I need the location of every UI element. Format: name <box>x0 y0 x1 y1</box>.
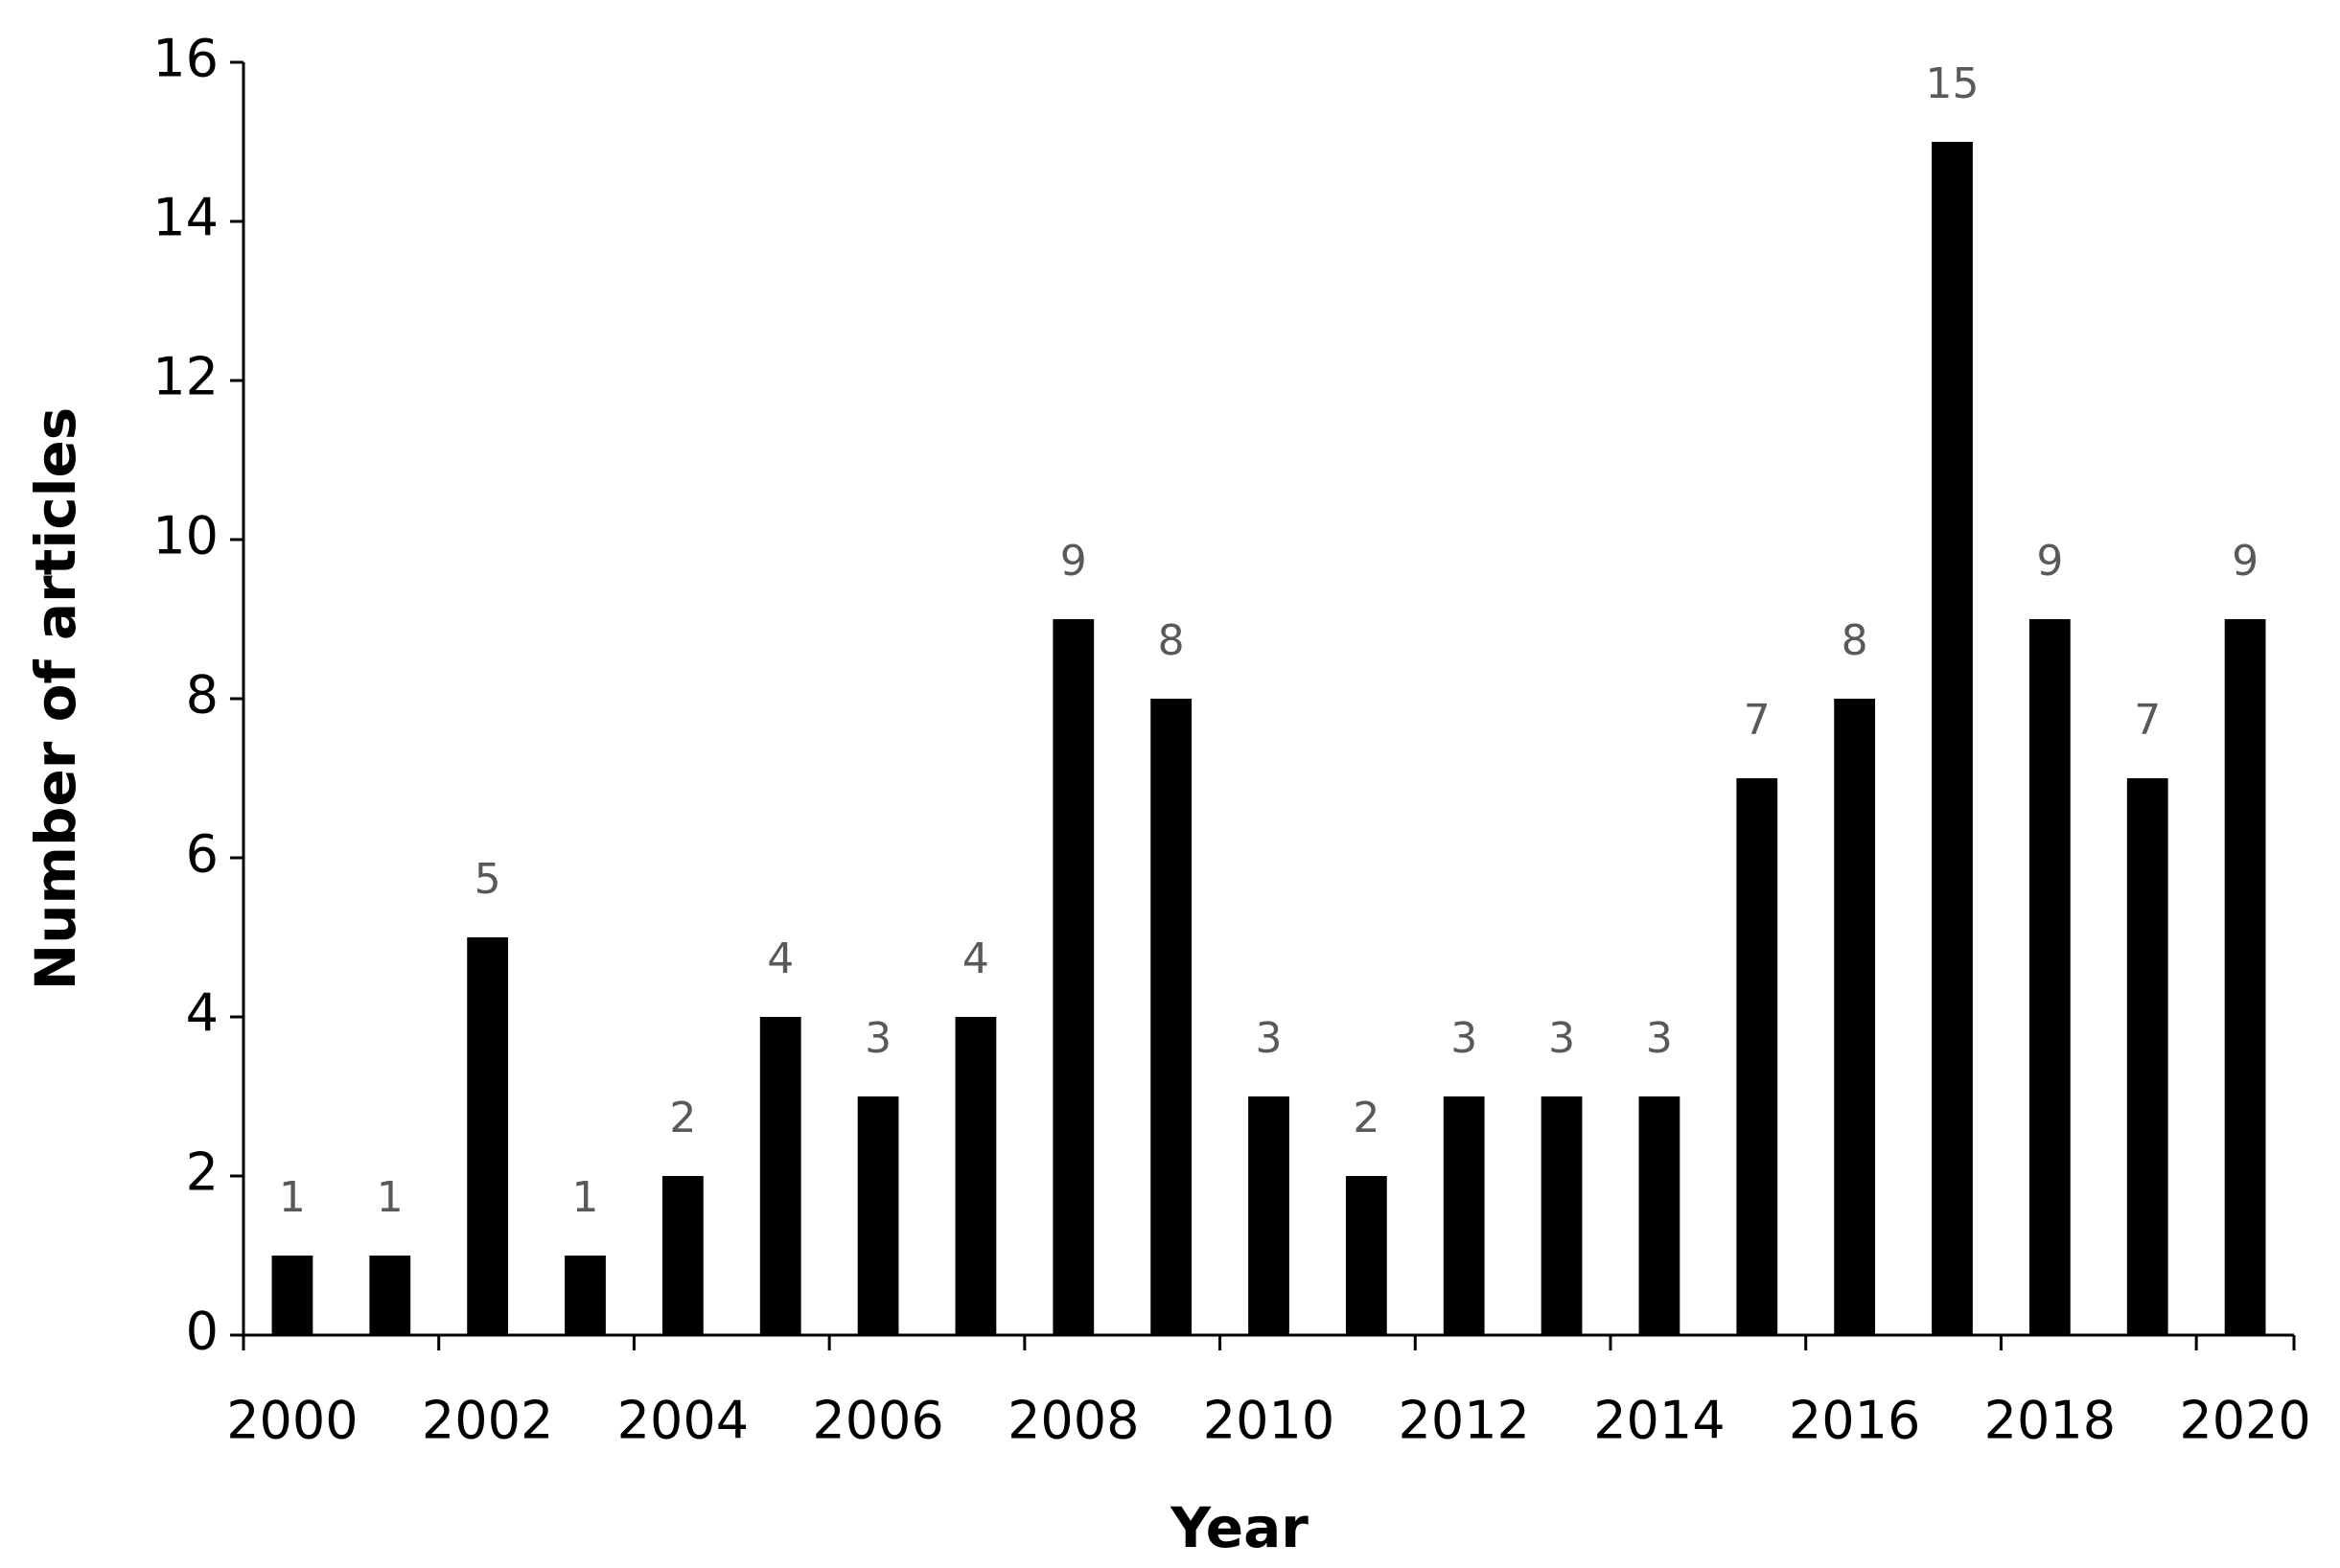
bar <box>2028 619 2071 1335</box>
data-label: 7 <box>2134 696 2161 745</box>
x-tick-label: 2012 <box>1398 1391 1529 1451</box>
bar <box>1053 619 1095 1335</box>
data-label: 4 <box>767 934 794 983</box>
bar <box>1834 699 1876 1335</box>
bar <box>2126 778 2168 1335</box>
x-axis-title: Year <box>1170 1495 1309 1560</box>
data-label: 2 <box>1353 1094 1379 1142</box>
data-label: 9 <box>2036 537 2063 586</box>
bar <box>1638 1096 1680 1335</box>
y-tick-label: 0 <box>186 1302 219 1362</box>
data-label: 2 <box>669 1094 696 1142</box>
bar <box>369 1256 411 1335</box>
data-label: 4 <box>962 934 989 983</box>
bar <box>2224 619 2266 1335</box>
data-label: 8 <box>1158 616 1185 665</box>
bar <box>857 1096 899 1335</box>
data-label: 1 <box>572 1173 599 1222</box>
bar <box>1736 778 1778 1335</box>
data-label: 5 <box>475 855 501 904</box>
x-tick-label: 2016 <box>1789 1391 1920 1451</box>
data-label: 3 <box>1450 1014 1477 1063</box>
data-label: 1 <box>279 1173 306 1222</box>
y-tick-label: 12 <box>152 347 219 407</box>
x-tick-label: 2008 <box>1008 1391 1139 1451</box>
data-label: 8 <box>1842 616 1868 665</box>
bar <box>467 937 509 1335</box>
y-tick-label: 14 <box>152 188 219 248</box>
x-tick-label: 2010 <box>1203 1391 1334 1451</box>
y-tick-label: 16 <box>152 29 219 89</box>
data-label: 3 <box>1646 1014 1673 1063</box>
x-tick-label: 2004 <box>617 1391 749 1451</box>
bar <box>1248 1096 1289 1335</box>
bar <box>1443 1096 1485 1335</box>
x-tick-label: 2000 <box>226 1391 358 1451</box>
data-label: 3 <box>1548 1014 1575 1063</box>
y-tick-label: 10 <box>152 506 219 566</box>
y-axis-title: Number of articles <box>23 407 88 991</box>
data-label: 7 <box>1744 696 1771 745</box>
y-tick-label: 6 <box>186 824 219 885</box>
data-label: 3 <box>865 1014 892 1063</box>
y-tick-label: 8 <box>186 665 219 726</box>
x-tick-label: 2018 <box>1984 1391 2116 1451</box>
bar <box>661 1176 704 1335</box>
x-tick-label: 2006 <box>812 1391 943 1451</box>
data-label: 3 <box>1256 1014 1283 1063</box>
bar <box>271 1256 313 1335</box>
bar <box>565 1256 606 1335</box>
y-tick-label: 2 <box>186 1142 219 1203</box>
x-tick-label: 2020 <box>2179 1391 2310 1451</box>
bar <box>1541 1096 1583 1335</box>
x-tick-label: 2014 <box>1593 1391 1725 1451</box>
bar <box>955 1017 997 1335</box>
data-label: 1 <box>377 1173 404 1222</box>
data-label: 9 <box>1060 537 1087 586</box>
bar <box>1345 1176 1387 1335</box>
data-label: 9 <box>2232 537 2259 586</box>
bar <box>759 1017 801 1335</box>
data-label: 15 <box>1926 59 1980 108</box>
y-tick-label: 4 <box>186 983 219 1044</box>
x-tick-label: 2002 <box>422 1391 553 1451</box>
bar <box>1150 699 1193 1335</box>
bar <box>1932 142 1973 1335</box>
